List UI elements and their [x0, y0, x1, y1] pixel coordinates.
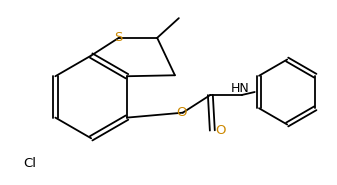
- Text: O: O: [177, 106, 187, 119]
- Text: O: O: [215, 124, 225, 137]
- Text: HN: HN: [231, 82, 249, 95]
- Text: Cl: Cl: [24, 157, 37, 170]
- Text: S: S: [115, 31, 123, 44]
